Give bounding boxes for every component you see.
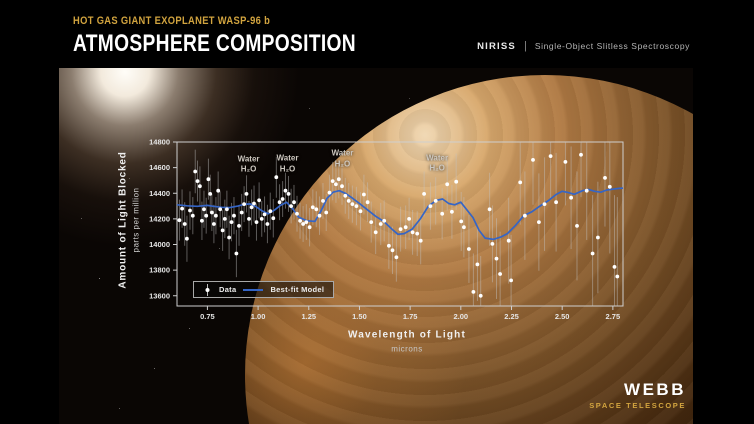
plot-frame [176,141,624,307]
water-annotation-3: Water H₂O [331,148,354,169]
x-axis-ticks: 0.75 1.00 1.25 1.50 1.75 2.00 2.25 2.50 2.75 [200,306,620,321]
water-annotation-4: Water H₂O [426,153,449,173]
svg-text:1.25: 1.25 [301,312,316,321]
instrument-block: NIRISS | Single-Object Slitless Spectros… [477,40,690,52]
eyebrow-title: HOT GAS GIANT EXOPLANET WASP-96 b [73,15,271,27]
y-axis-ticks: 14800 14600 14400 14200 14000 13800 13600 [149,138,177,300]
instrument-mode: Single-Object Slitless Spectroscopy [534,41,690,51]
legend-data-marker [205,283,210,296]
svg-text:14000: 14000 [149,240,170,249]
webb-logo: WEBB SPACE TELESCOPE [589,381,686,410]
webb-logo-name: WEBB [624,380,686,399]
water-annotation-1: Water H₂O [237,154,260,175]
legend-model-label: Best-fit Model [270,285,325,294]
svg-text:0.75: 0.75 [200,312,215,321]
y-axis-title: Amount of Light Blocked [117,151,129,289]
x-axis-title: Wavelength of Light [348,329,466,341]
legend-data-label: Data [219,285,237,294]
svg-text:14400: 14400 [149,189,170,198]
divider: | [523,40,527,52]
svg-text:14800: 14800 [149,138,170,147]
page-title: ATMOSPHERE COMPOSITION [73,30,356,57]
svg-text:2.00: 2.00 [454,312,469,321]
x-axis-subtitle: microns [391,344,423,354]
water-annotation-2: Water H₂O [276,154,299,174]
best-fit-model-line [176,187,624,241]
svg-text:13600: 13600 [149,291,170,300]
legend-model-line [243,288,264,291]
svg-text:13800: 13800 [149,266,170,275]
svg-text:1.50: 1.50 [352,312,367,321]
instrument-name: NIRISS [477,40,516,52]
svg-text:2.25: 2.25 [504,312,519,321]
svg-text:2.75: 2.75 [606,312,621,321]
webb-logo-tagline: SPACE TELESCOPE [589,401,686,410]
chart-legend: Data Best-fit Model [193,281,335,298]
svg-text:1.00: 1.00 [251,312,266,321]
data-points [177,152,620,298]
svg-text:14600: 14600 [149,163,170,172]
svg-text:2.50: 2.50 [555,312,570,321]
svg-text:1.75: 1.75 [403,312,418,321]
y-axis-subtitle: parts per million [131,187,141,253]
svg-text:14200: 14200 [149,214,170,223]
